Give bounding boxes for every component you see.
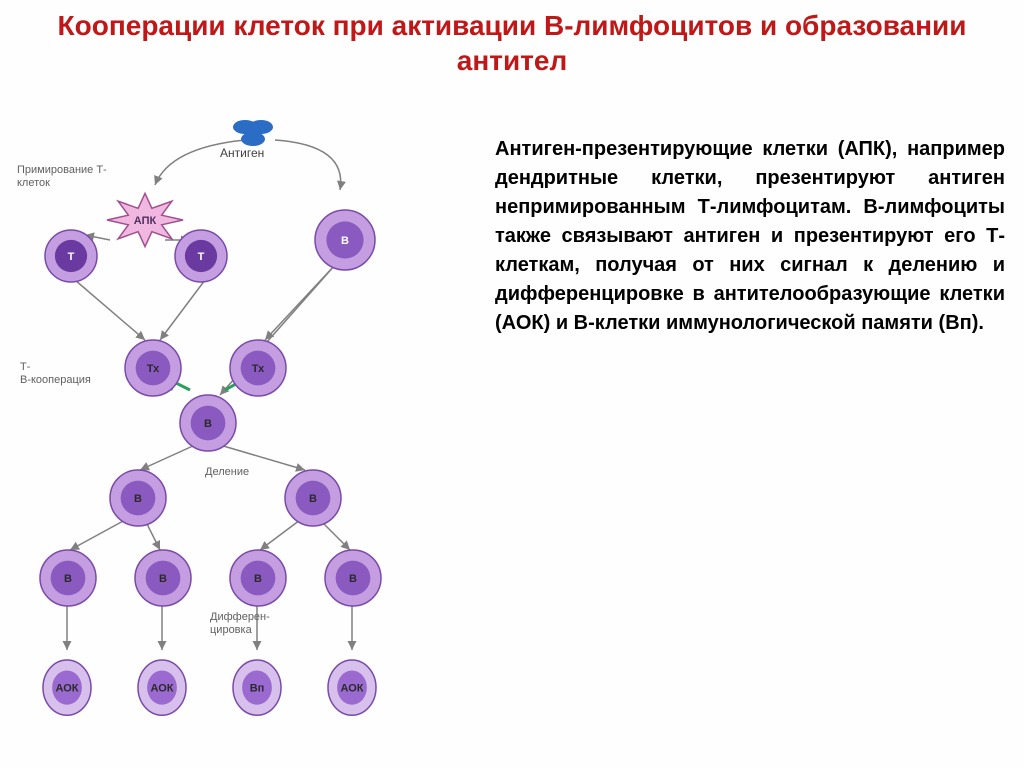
svg-text:В: В [341, 235, 349, 247]
svg-text:Примирование Т-: Примирование Т- [17, 164, 107, 176]
svg-text:Тх: Тх [147, 363, 160, 375]
svg-text:цировка: цировка [210, 624, 253, 636]
svg-text:Т-: Т- [20, 361, 31, 373]
svg-text:В: В [134, 493, 142, 505]
page-title: Кооперации клеток при активации В-лимфоц… [0, 0, 1024, 78]
svg-text:Антиген: Антиген [220, 146, 264, 160]
svg-text:клеток: клеток [17, 177, 50, 189]
title-text: Кооперации клеток при активации В-лимфоц… [58, 10, 967, 76]
svg-text:В: В [159, 573, 167, 585]
svg-text:В: В [204, 418, 212, 430]
svg-text:В-кооперация: В-кооперация [20, 374, 91, 386]
cell-cooperation-diagram: Антиген АПК Т Т В Тх Тх В В В В В В В АОК АОК Вп АОК Прими… [15, 95, 475, 755]
svg-text:АОК: АОК [340, 683, 363, 695]
svg-text:Деление: Деление [205, 466, 249, 478]
svg-text:АОК: АОК [150, 683, 173, 695]
diagram-svg: Антиген АПК Т Т В Тх Тх В В В В В В В АОК АОК Вп АОК Прими… [15, 95, 475, 755]
svg-text:Дифферен-: Дифферен- [210, 611, 270, 623]
svg-text:В: В [309, 493, 317, 505]
svg-text:Тх: Тх [252, 363, 265, 375]
description-text: Антиген-презентирующие клетки (АПК), нап… [495, 138, 1005, 334]
svg-text:В: В [349, 573, 357, 585]
svg-text:Вп: Вп [250, 683, 265, 695]
svg-text:В: В [64, 573, 72, 585]
description-paragraph: Антиген-презентирующие клетки (АПК), нап… [495, 135, 1005, 338]
svg-text:В: В [254, 573, 262, 585]
svg-text:Т: Т [198, 251, 205, 263]
svg-text:АПК: АПК [134, 215, 157, 227]
svg-text:Т: Т [68, 251, 75, 263]
svg-text:АОК: АОК [55, 683, 78, 695]
